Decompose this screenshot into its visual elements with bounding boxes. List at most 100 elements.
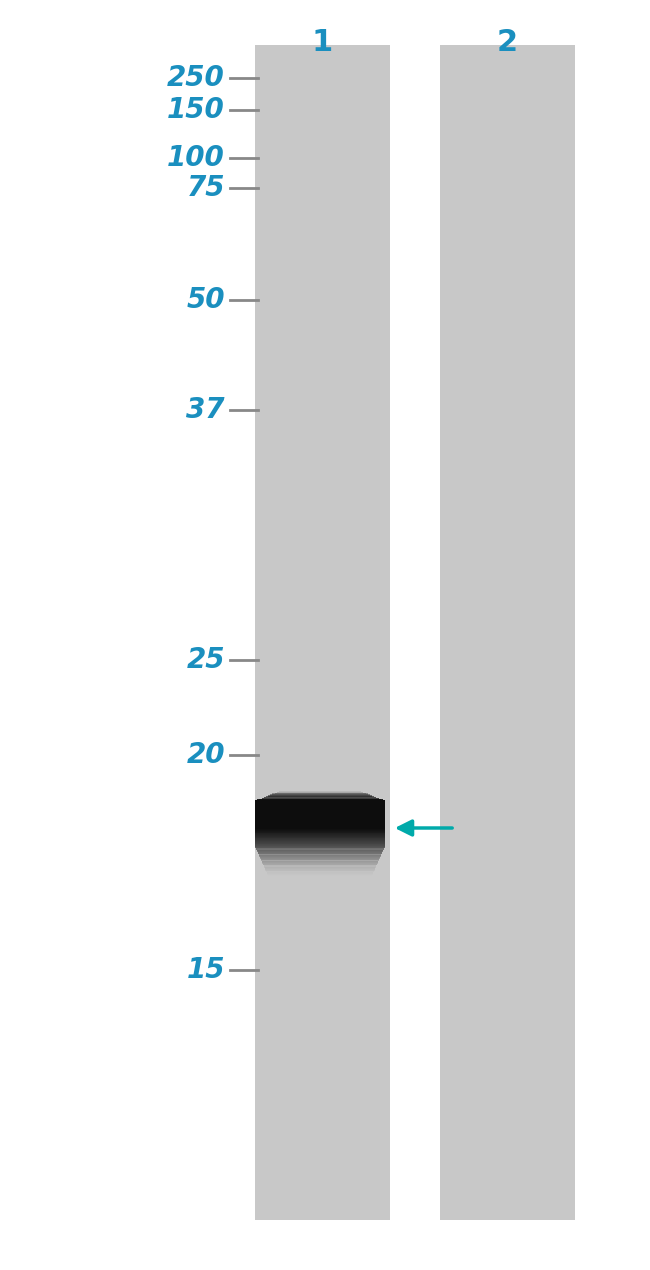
Bar: [265, 866, 376, 867]
Bar: [255, 841, 385, 842]
Bar: [265, 869, 375, 870]
Bar: [265, 867, 375, 869]
Text: 2: 2: [497, 28, 517, 57]
Bar: [255, 805, 385, 806]
Bar: [259, 853, 382, 855]
Bar: [258, 853, 382, 855]
Bar: [440, 44, 575, 1220]
Bar: [255, 838, 385, 839]
Bar: [255, 819, 385, 822]
Bar: [255, 814, 385, 817]
Bar: [255, 817, 385, 819]
Bar: [255, 843, 385, 845]
Bar: [255, 847, 384, 848]
Text: 50: 50: [187, 286, 225, 314]
Bar: [266, 870, 374, 871]
Bar: [263, 865, 376, 866]
Bar: [255, 801, 385, 803]
Bar: [255, 838, 385, 839]
Bar: [255, 809, 385, 812]
Bar: [255, 828, 385, 829]
Bar: [255, 829, 385, 831]
Text: 15: 15: [187, 956, 225, 984]
Bar: [255, 827, 385, 828]
Bar: [256, 848, 384, 850]
Bar: [263, 862, 378, 864]
Bar: [255, 845, 385, 846]
Bar: [261, 859, 380, 860]
Bar: [274, 792, 365, 794]
Bar: [255, 803, 385, 804]
Bar: [266, 796, 374, 798]
Bar: [255, 833, 385, 834]
Bar: [264, 866, 376, 867]
Bar: [263, 864, 377, 865]
Bar: [255, 837, 385, 838]
Bar: [255, 827, 385, 829]
Bar: [261, 798, 378, 799]
Text: 75: 75: [187, 174, 225, 202]
Text: 1: 1: [311, 28, 333, 57]
Bar: [255, 839, 385, 841]
Bar: [255, 843, 385, 845]
Bar: [255, 831, 385, 832]
Bar: [267, 874, 372, 875]
Bar: [255, 804, 385, 805]
Bar: [257, 848, 384, 850]
Bar: [267, 872, 373, 874]
Bar: [263, 864, 377, 865]
Bar: [255, 815, 385, 817]
Bar: [255, 823, 385, 824]
Bar: [255, 817, 385, 818]
Text: 150: 150: [167, 97, 225, 124]
Bar: [268, 874, 372, 876]
Bar: [272, 794, 368, 795]
Bar: [257, 850, 383, 851]
Bar: [255, 822, 385, 824]
Bar: [255, 806, 385, 809]
Bar: [255, 820, 385, 822]
Bar: [255, 834, 385, 836]
Bar: [255, 833, 385, 834]
Bar: [262, 861, 378, 862]
Bar: [270, 794, 370, 796]
Bar: [260, 856, 380, 857]
Bar: [259, 856, 380, 857]
Bar: [255, 813, 385, 814]
Bar: [255, 826, 385, 827]
Bar: [268, 795, 372, 796]
Bar: [255, 836, 385, 837]
Bar: [255, 846, 385, 847]
Bar: [257, 851, 383, 852]
Bar: [264, 796, 376, 799]
Bar: [255, 804, 385, 806]
Bar: [255, 846, 385, 847]
Bar: [255, 44, 390, 1220]
Bar: [255, 814, 385, 815]
Bar: [255, 841, 385, 842]
Text: 37: 37: [187, 396, 225, 424]
Bar: [255, 800, 385, 801]
Bar: [266, 871, 374, 874]
Bar: [261, 860, 379, 861]
Bar: [255, 819, 385, 820]
Bar: [255, 824, 385, 826]
Text: 20: 20: [187, 740, 225, 770]
Bar: [255, 824, 385, 827]
Text: 25: 25: [187, 646, 225, 674]
Bar: [257, 799, 383, 801]
Text: 250: 250: [167, 64, 225, 91]
Bar: [279, 791, 361, 792]
Bar: [261, 859, 379, 860]
Bar: [260, 857, 380, 859]
Bar: [255, 836, 385, 837]
Bar: [255, 806, 385, 808]
Text: 100: 100: [167, 144, 225, 171]
Bar: [255, 832, 385, 833]
Bar: [255, 808, 385, 809]
Bar: [281, 790, 359, 791]
Bar: [255, 801, 385, 804]
Bar: [262, 861, 378, 862]
Bar: [255, 810, 385, 812]
Bar: [255, 822, 385, 823]
